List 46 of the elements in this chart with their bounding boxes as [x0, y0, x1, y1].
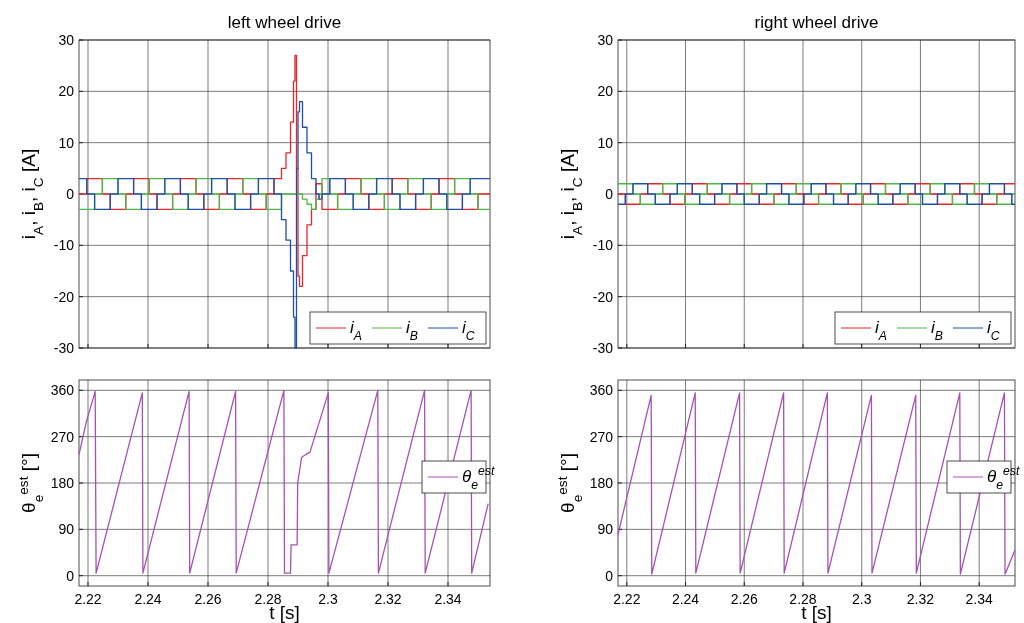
- y-tick-label: -10: [53, 237, 75, 254]
- y-tick-label: 360: [50, 382, 75, 399]
- x-tick-label: 2.3: [318, 591, 338, 607]
- legend-label: i$_{A}$: [875, 318, 887, 343]
- y-tick-label: 360: [589, 382, 614, 399]
- chart-title: left wheel drive: [227, 13, 342, 32]
- y-tick-label: 180: [50, 474, 75, 491]
- y-tick-label: 90: [597, 521, 614, 538]
- x-tick-label: 2.32: [374, 591, 402, 607]
- x-tick-label: 2.28: [789, 591, 817, 607]
- legend-label: i$_{B}$: [406, 318, 418, 343]
- x-tick-label: 2.22: [613, 591, 641, 607]
- y-tick-label: 20: [58, 83, 75, 100]
- legend-label: i$_{A}$: [350, 318, 362, 343]
- y-tick-label: 10: [597, 134, 614, 151]
- y-tick-label: 10: [58, 134, 75, 151]
- y-tick-label: -10: [592, 237, 614, 254]
- x-tick-label: 2.32: [906, 591, 935, 607]
- legend-label: i$_{B}$: [931, 318, 943, 343]
- x-tick-label: 2.26: [194, 591, 222, 607]
- y-tick-label: -30: [592, 339, 614, 356]
- chart-title: right wheel drive: [754, 13, 879, 32]
- legend-label: i$_{C}$: [987, 318, 1000, 343]
- legend-label: i$_{C}$: [462, 318, 475, 343]
- x-tick-label: 2.28: [254, 591, 282, 607]
- y-tick-label: 90: [58, 521, 75, 538]
- x-tick-label: 2.24: [134, 591, 162, 607]
- y-tick-label: -30: [53, 339, 75, 356]
- y-tick-label: 0: [605, 567, 614, 584]
- x-tick-label: 2.3: [851, 591, 872, 607]
- y-tick-label: 0: [66, 185, 75, 202]
- y-tick-label: 270: [589, 428, 614, 445]
- y-tick-label: -20: [53, 288, 75, 305]
- y-tick-label: 0: [605, 185, 614, 202]
- y-tick-label: 30: [597, 31, 614, 48]
- y-tick-label: 270: [50, 428, 75, 445]
- x-tick-label: 2.26: [730, 591, 759, 607]
- y-tick-label: 20: [597, 83, 614, 100]
- x-tick-label: 2.34: [965, 591, 994, 607]
- y-tick-label: 180: [589, 474, 614, 491]
- x-tick-label: 2.34: [434, 591, 462, 607]
- y-tick-label: -20: [592, 288, 614, 305]
- x-tick-label: 2.22: [74, 591, 102, 607]
- x-tick-label: 2.24: [671, 591, 700, 607]
- y-tick-label: 0: [66, 567, 75, 584]
- y-tick-label: 30: [58, 31, 75, 48]
